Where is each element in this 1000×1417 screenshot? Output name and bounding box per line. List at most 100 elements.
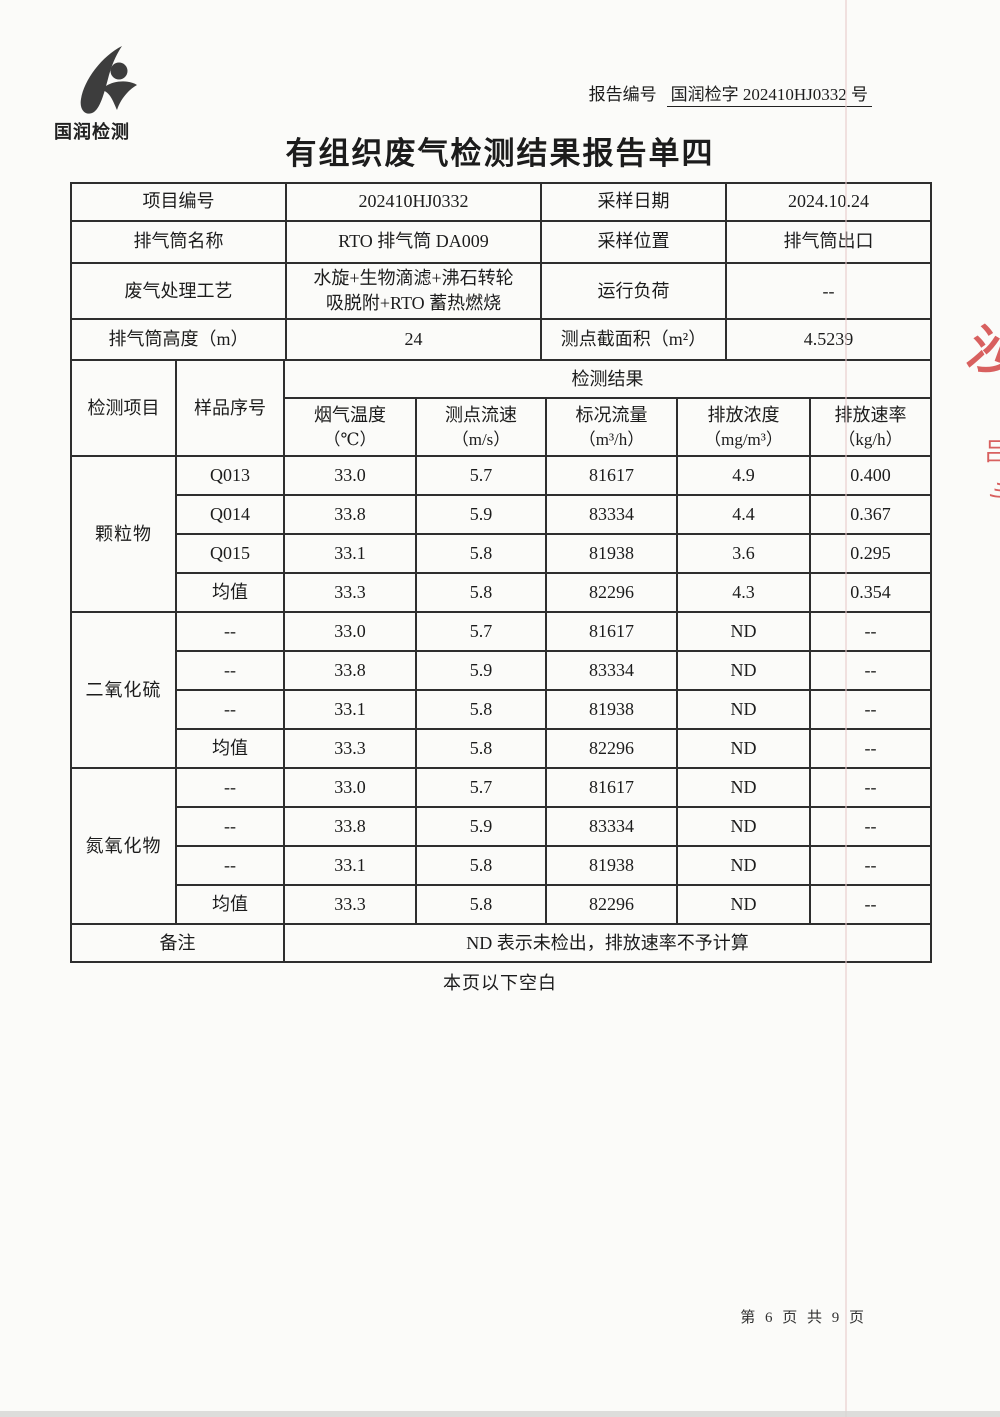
info-value: 24 [285, 318, 542, 362]
temp-cell: 33.8 [283, 806, 417, 848]
temp-cell: 33.8 [283, 494, 417, 536]
rate-cell: -- [808, 767, 933, 809]
conc-cell: ND [676, 845, 811, 887]
blank-below-note: 本页以下空白 [443, 973, 557, 994]
group-label: 颗粒物 [70, 455, 177, 614]
info-label: 采样位置 [540, 220, 727, 264]
rate-cell: -- [808, 884, 933, 926]
rate-cell: -- [808, 806, 933, 848]
sample-cell: -- [175, 806, 285, 848]
conc-cell: 3.6 [676, 533, 811, 575]
speed-cell: 5.9 [415, 806, 547, 848]
flow-cell: 81938 [545, 533, 678, 575]
conc-cell: ND [676, 650, 811, 692]
company-logo-icon [80, 46, 137, 114]
report-number-value: 国润检字 202410HJ0332 号 [666, 85, 872, 107]
table-row: -- 33.1 5.8 81938 ND -- [71, 689, 933, 731]
table-row: 排气筒名称 RTO 排气筒 DA009 采样位置 排气筒出口 [70, 220, 932, 264]
flow-cell: 82296 [545, 728, 678, 770]
column-header-sample: 样品序号 [175, 359, 285, 458]
speed-cell: 5.9 [415, 494, 547, 536]
results-header-row: 检测项目 样品序号 检测结果 [70, 359, 933, 458]
sample-cell: -- [175, 611, 285, 653]
sample-cell: -- [175, 689, 285, 731]
page-number: 第 6 页 共 9 页 [740, 1310, 867, 1326]
speed-cell: 5.7 [415, 767, 547, 809]
column-header-flow: 标况流量 （m³/h） [545, 397, 678, 458]
column-header-concentration: 排放浓度 （mg/m³） [676, 397, 811, 458]
rate-cell: 0.295 [808, 533, 933, 575]
temp-cell: 33.3 [283, 728, 417, 770]
remark-row: 备注 ND 表示未检出，排放速率不予计算 [70, 923, 933, 964]
column-header-item: 检测项目 [70, 359, 177, 458]
table-row: Q014 33.8 5.9 83334 4.4 0.367 [71, 494, 933, 536]
speed-cell: 5.8 [415, 884, 547, 926]
sample-cell: Q013 [175, 455, 285, 497]
temp-cell: 33.3 [283, 884, 417, 926]
table-row: Q015 33.1 5.8 81938 3.6 0.295 [71, 533, 933, 575]
temp-cell: 33.1 [283, 689, 417, 731]
sample-cell: 均值 [175, 572, 285, 614]
report-number-label: 报告编号 [588, 85, 657, 104]
results-subheader-row: 烟气温度 （℃） 测点流速 （m/s） 标况流量 （m³/h） 排放浓度 （mg… [71, 397, 933, 458]
report-tables: 项目编号 202410HJ0332 采样日期 2024.10.24 排气筒名称 … [70, 182, 933, 995]
results-table: 检测项目 样品序号 检测结果 烟气温度 （℃） 测点流速 （m/s） 标况流量 … [70, 359, 933, 964]
group-label: 氮氧化物 [70, 767, 177, 926]
info-label: 运行负荷 [540, 261, 727, 321]
column-header-text: 烟气温度 [314, 404, 386, 425]
rate-cell: -- [808, 689, 933, 731]
company-logo-text: 国润检测 [54, 122, 130, 142]
flow-cell: 83334 [545, 806, 678, 848]
speed-cell: 5.8 [415, 689, 547, 731]
company-logo: 国润检测 [54, 44, 174, 144]
red-stamp-fragment: 彡 [984, 474, 1000, 508]
info-label: 排气筒名称 [70, 220, 287, 264]
column-header-speed: 测点流速 （m/s） [415, 397, 547, 458]
column-header-results: 检测结果 [282, 359, 933, 400]
temp-cell: 33.3 [283, 572, 417, 614]
conc-cell: 4.9 [676, 455, 811, 497]
sample-cell: Q014 [175, 494, 285, 536]
info-value: 2024.10.24 [725, 182, 932, 222]
scan-bottom-edge [0, 1411, 1000, 1417]
scan-fold-line [845, 0, 847, 1417]
column-header-temp: 烟气温度 （℃） [283, 397, 417, 458]
flow-cell: 82296 [545, 572, 678, 614]
table-row: -- 33.8 5.9 83334 ND -- [71, 806, 933, 848]
info-label: 测点截面积（m²） [540, 318, 727, 362]
temp-cell: 33.1 [283, 845, 417, 887]
flow-cell: 81617 [545, 767, 678, 809]
remark-label: 备注 [70, 923, 285, 964]
table-row: 均值 33.3 5.8 82296 ND -- [71, 728, 933, 770]
page-title: 有组织废气检测结果报告单四 [285, 136, 715, 171]
info-value: -- [725, 261, 932, 321]
flow-cell: 81938 [545, 845, 678, 887]
conc-cell: 4.4 [676, 494, 811, 536]
table-row: 颗粒物 Q013 33.0 5.7 81617 4.9 0.400 [70, 455, 933, 614]
column-header-text: 标况流量 [575, 404, 648, 425]
info-value: 水旋+生物滴滤+沸石转轮吸脱附+RTO 蓄热燃烧 [285, 261, 542, 321]
speed-cell: 5.8 [415, 845, 547, 887]
speed-cell: 5.8 [415, 572, 547, 614]
red-stamp-fragment: 沙 [960, 318, 1000, 389]
table-row: 排气筒高度（m） 24 测点截面积（m²） 4.5239 [70, 318, 932, 362]
rate-cell: -- [808, 845, 933, 887]
speed-cell: 5.7 [415, 611, 547, 653]
report-number-line: 报告编号 国润检字 202410HJ0332 号 [588, 80, 872, 107]
flow-cell: 82296 [545, 884, 678, 926]
red-stamp-fragment: 吕 [983, 439, 1000, 466]
remark-text: ND 表示未检出，排放速率不予计算 [282, 923, 933, 964]
temp-cell: 33.0 [283, 611, 417, 653]
info-label: 排气筒高度（m） [70, 318, 287, 362]
column-header-unit: （mg/m³） [704, 430, 783, 450]
sample-cell: 均值 [175, 884, 285, 926]
temp-cell: 33.8 [283, 650, 417, 692]
speed-cell: 5.8 [415, 728, 547, 770]
temp-cell: 33.1 [283, 533, 417, 575]
table-row: -- 33.1 5.8 81938 ND -- [71, 845, 933, 887]
sample-cell: -- [175, 845, 285, 887]
rate-cell: -- [808, 728, 933, 770]
speed-cell: 5.9 [415, 650, 547, 692]
info-label: 项目编号 [70, 182, 287, 222]
sample-cell: 均值 [175, 728, 285, 770]
